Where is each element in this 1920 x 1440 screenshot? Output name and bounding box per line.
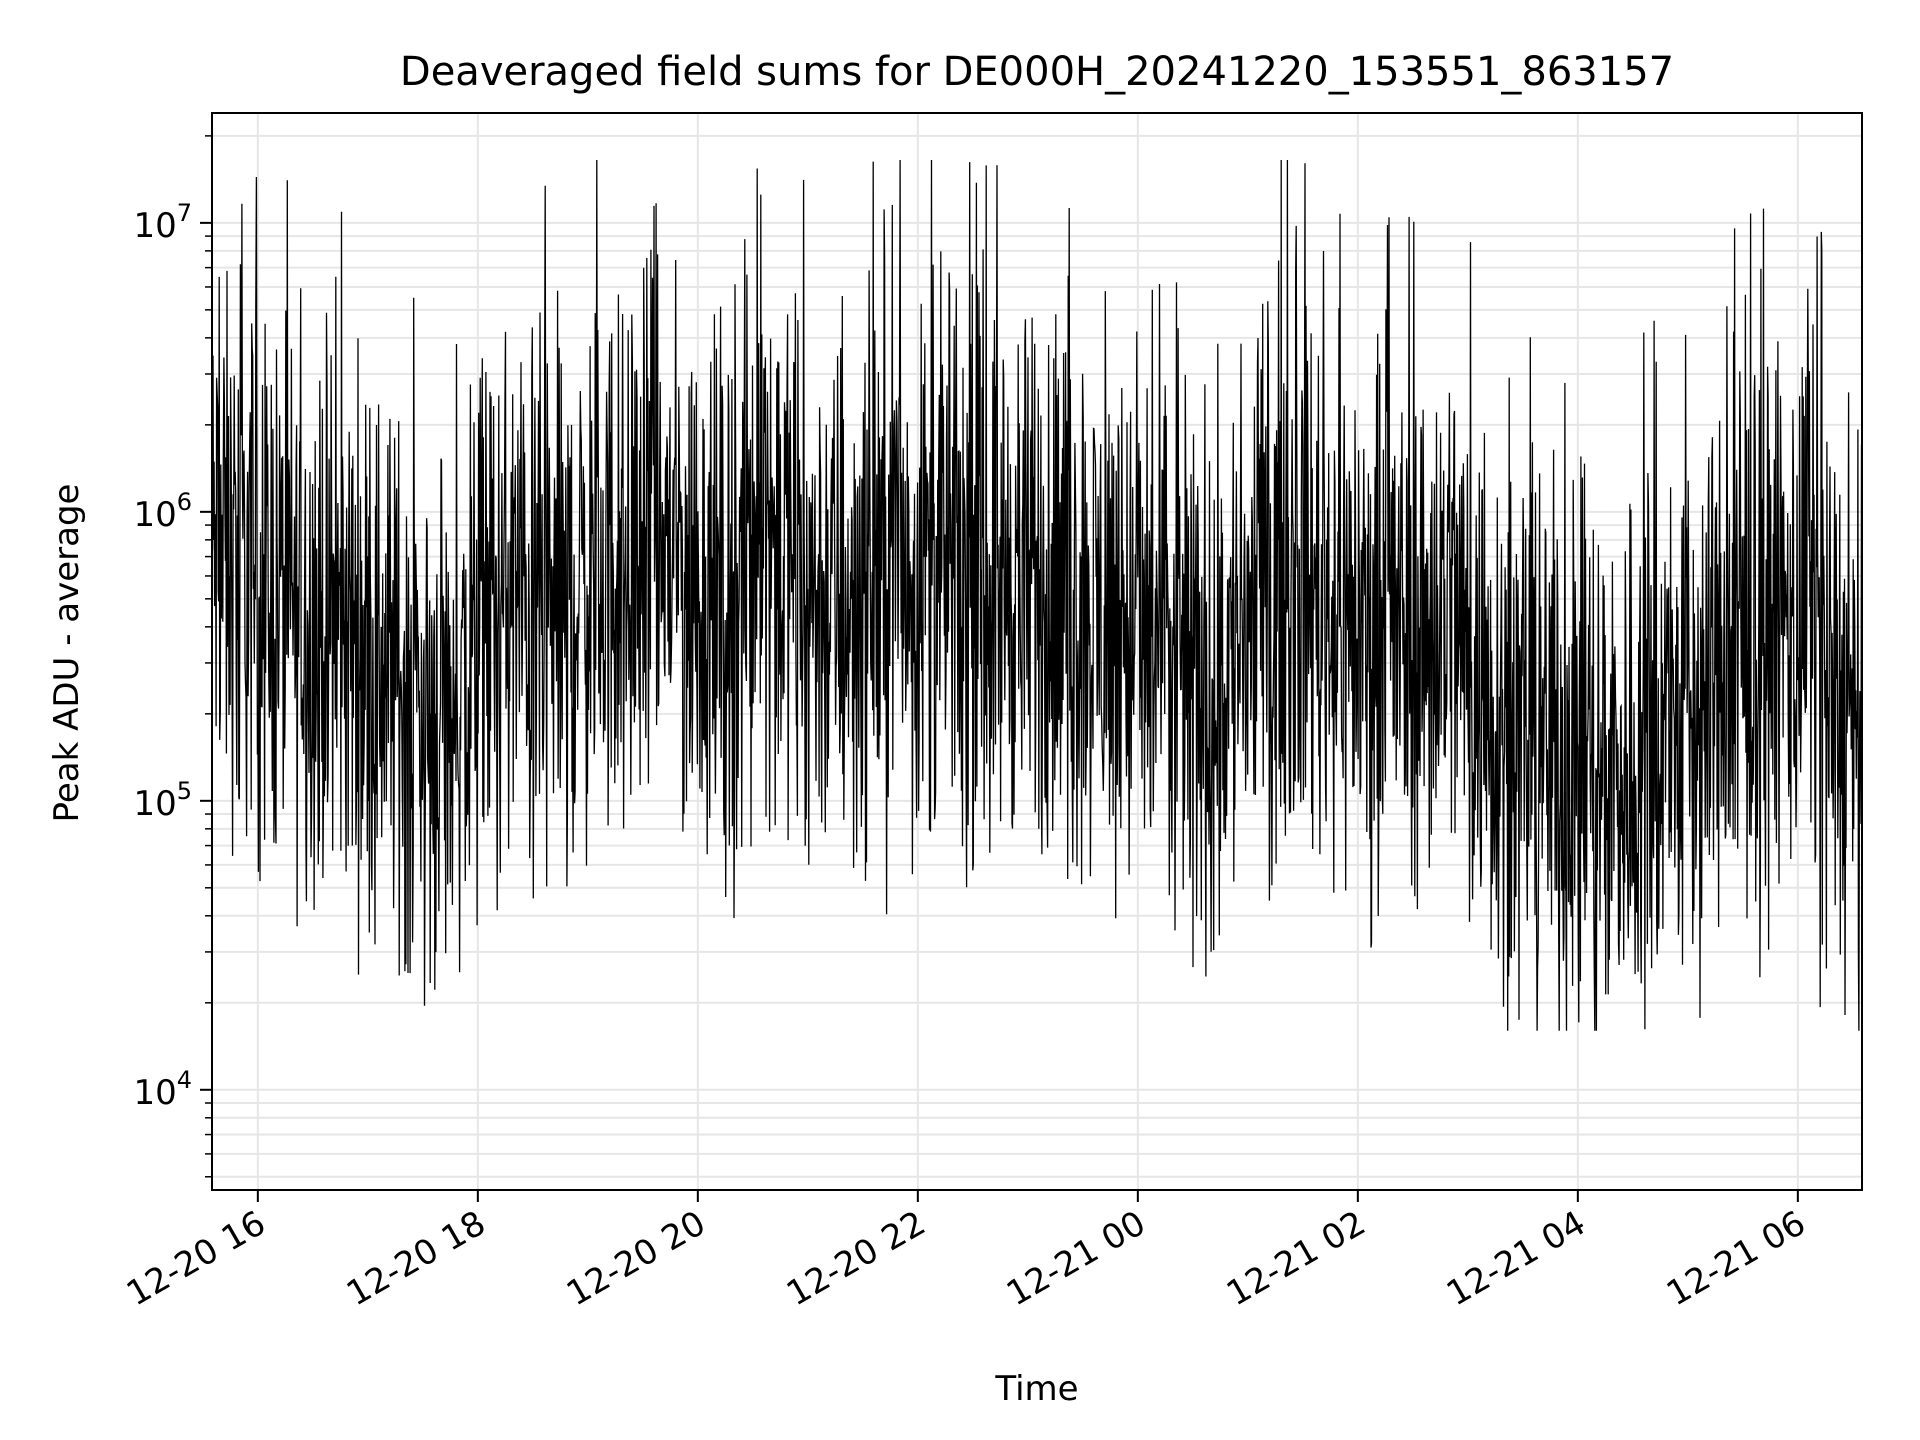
y-tick-label: 106 — [133, 488, 192, 535]
y-axis-label: Peak ADU - average — [47, 484, 87, 823]
chart-title: Deaveraged field sums for DE000H_2024122… — [400, 49, 1674, 95]
y-tick-label: 107 — [133, 199, 192, 246]
plot-frame — [211, 112, 1863, 1191]
y-axis: 104 105 106 107 — [133, 135, 212, 1178]
y-tick-label: 105 — [133, 777, 192, 824]
plot-area — [212, 159, 1862, 1154]
series-line-peak-adu — [212, 159, 1862, 1154]
x-axis-label: Time — [994, 1369, 1078, 1409]
y-tick-label: 104 — [133, 1066, 192, 1113]
